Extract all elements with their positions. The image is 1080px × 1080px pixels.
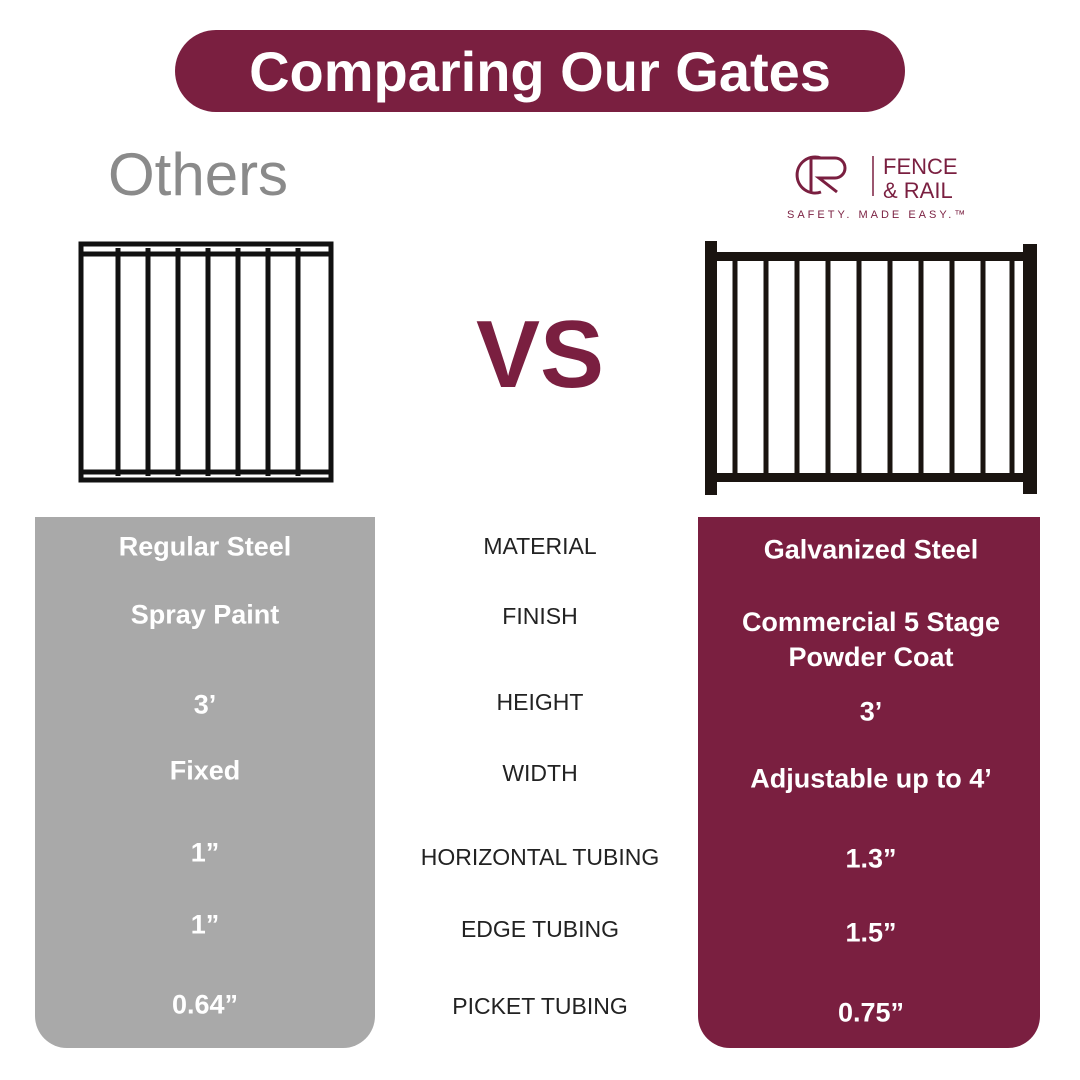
others-value: 0.64”	[171, 989, 239, 1020]
row-label: HEIGHT	[496, 689, 584, 716]
our-gate	[705, 241, 1037, 495]
row-label: PICKET TUBING	[452, 993, 628, 1020]
ours-value: 1.5”	[845, 917, 897, 948]
ours-value: Adjustable up to 4’	[750, 763, 992, 794]
ours-value: 0.75”	[837, 997, 905, 1028]
logo: FENCE & RAIL SAFETY. MADE EASY.™	[787, 154, 968, 221]
ours-value: 1.3”	[845, 843, 897, 874]
others-value: 1”	[190, 909, 220, 940]
ours-value: 3’	[859, 696, 883, 727]
others-value: 1”	[190, 837, 220, 868]
row-label: FINISH	[502, 603, 578, 630]
others-gate	[78, 241, 334, 483]
ours-column	[698, 517, 1040, 1048]
row-label: WIDTH	[502, 760, 578, 787]
logo-line1: FENCE	[883, 154, 958, 179]
others-value: Spray Paint	[130, 599, 280, 630]
row-label: MATERIAL	[483, 533, 597, 560]
ours-value: Commercial 5 Stage Powder Coat	[741, 606, 1001, 672]
others-value: 3’	[193, 689, 217, 720]
title: Comparing Our Gates	[175, 30, 905, 112]
others-heading: Others	[108, 141, 289, 208]
logo-line2: & RAIL	[883, 178, 953, 203]
logo-tagline: SAFETY. MADE EASY.™	[787, 209, 968, 221]
others-value: Fixed	[169, 755, 241, 786]
vs: VS	[475, 301, 605, 408]
others-column	[35, 517, 375, 1048]
ours-value: Galvanized Steel	[763, 534, 979, 565]
row-label: HORIZONTAL TUBING	[420, 844, 660, 871]
row-label: EDGE TUBING	[460, 916, 620, 943]
others-value: Regular Steel	[118, 531, 292, 562]
